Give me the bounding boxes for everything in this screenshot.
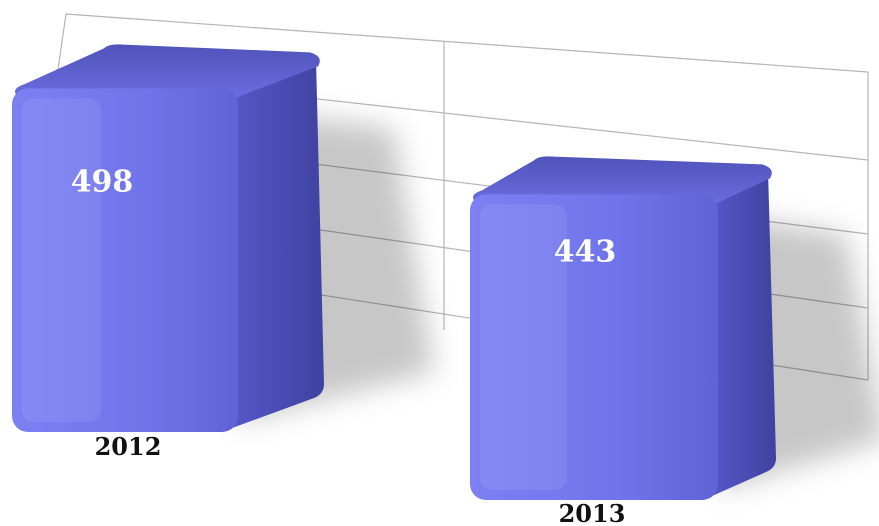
labels-layer: 498 2012 443 2013 <box>71 164 626 526</box>
bar-side <box>712 170 776 496</box>
category-label-2012: 2012 <box>95 432 162 461</box>
bar-highlight <box>480 204 567 490</box>
bar-top <box>15 44 320 99</box>
bar-highlight <box>22 98 102 422</box>
bars-layer <box>12 44 879 500</box>
data-label-2012: 498 <box>71 164 134 199</box>
gridline-top <box>65 13 869 73</box>
bar-top <box>473 156 772 205</box>
category-label-2013: 2013 <box>559 499 626 526</box>
bar-2012 <box>12 88 238 432</box>
bar-2013 <box>470 194 718 500</box>
bar-side <box>232 58 324 428</box>
bar-group-2013 <box>470 156 879 500</box>
data-label-2013: 443 <box>554 234 617 269</box>
bar-group-2012 <box>12 44 434 432</box>
